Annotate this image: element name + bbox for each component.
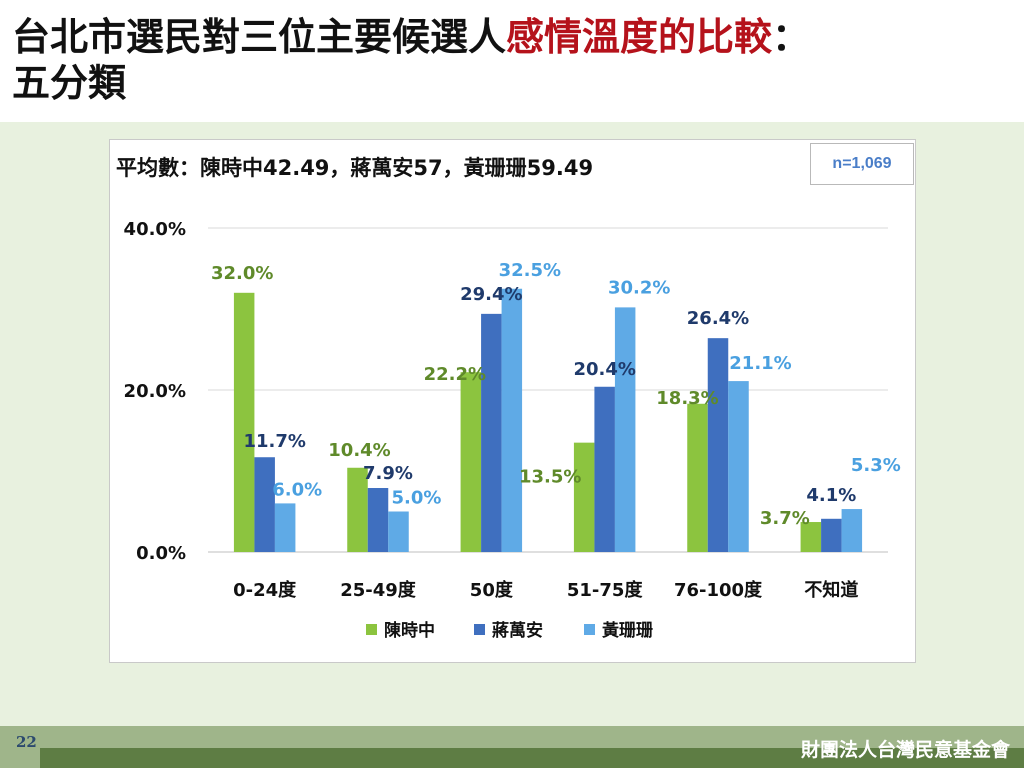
x-tick-label: 25-49度 (340, 579, 417, 601)
data-label: 30.2% (608, 277, 670, 298)
data-label: 32.0% (211, 263, 273, 284)
title-line2: 五分類 (12, 61, 127, 105)
data-label: 13.5% (519, 467, 581, 488)
data-label: 6.0% (272, 479, 322, 500)
y-tick-label: 40.0% (124, 219, 186, 240)
bar (573, 442, 595, 552)
title-accent: 感情溫度的比較 (506, 15, 773, 59)
bar (728, 381, 749, 552)
bar (800, 522, 822, 552)
bar (347, 467, 368, 552)
bar (233, 292, 255, 552)
data-label: 20.4% (573, 359, 635, 380)
bar (481, 313, 502, 552)
x-tick-label: 不知道 (804, 579, 858, 601)
legend-label: 蔣萬安 (492, 620, 543, 641)
legend-swatch (474, 624, 485, 635)
legend-label: 陳時中 (384, 620, 435, 641)
data-label: 5.3% (851, 455, 901, 476)
bar (501, 288, 523, 552)
bar (614, 307, 636, 552)
data-label: 4.1% (806, 485, 856, 506)
data-label: 7.9% (363, 463, 413, 484)
y-tick-label: 20.0% (124, 381, 186, 402)
page-number: 22 (16, 733, 37, 751)
legend-swatch (366, 624, 377, 635)
average-scores: 平均數：陳時中42.49，蔣萬安57，黃珊珊59.49 (116, 156, 594, 180)
data-label: 18.3% (656, 388, 718, 409)
bar (821, 518, 842, 552)
bar (460, 372, 482, 552)
organization-name: 財團法人台灣民意基金會 (800, 739, 1010, 761)
bar (841, 509, 863, 552)
data-label: 29.4% (460, 284, 522, 305)
data-label: 32.5% (499, 260, 561, 281)
bar (687, 403, 708, 552)
bar (254, 457, 275, 552)
x-tick-label: 0-24度 (233, 579, 297, 601)
legend-label: 黃珊珊 (601, 621, 653, 641)
title-tail: ： (772, 15, 811, 59)
data-label: 21.1% (729, 353, 791, 374)
x-tick-label: 51-75度 (567, 579, 644, 601)
y-tick-label: 0.0% (136, 543, 186, 564)
slide-title: 台北市選民對三位主要候選人感情溫度的比較： 五分類 (12, 14, 1012, 106)
bar (594, 386, 615, 552)
data-label: 22.2% (424, 364, 486, 385)
bar (367, 488, 389, 552)
footer-stripe (40, 748, 1024, 768)
bar (274, 503, 296, 552)
x-tick-label: 76-100度 (674, 579, 763, 601)
sample-size: n=1,069 (832, 155, 892, 172)
data-label: 26.4% (687, 308, 749, 329)
data-label: 11.7% (243, 431, 305, 452)
sample-size-box: n=1,069 (810, 143, 914, 185)
data-label: 5.0% (392, 488, 442, 509)
data-label: 10.4% (328, 440, 390, 461)
data-label: 3.7% (760, 508, 810, 529)
bar (388, 511, 409, 552)
bar (707, 338, 729, 552)
legend-swatch (584, 624, 595, 635)
title-main: 台北市選民對三位主要候選人 (12, 15, 507, 59)
x-tick-label: 50度 (470, 579, 514, 601)
